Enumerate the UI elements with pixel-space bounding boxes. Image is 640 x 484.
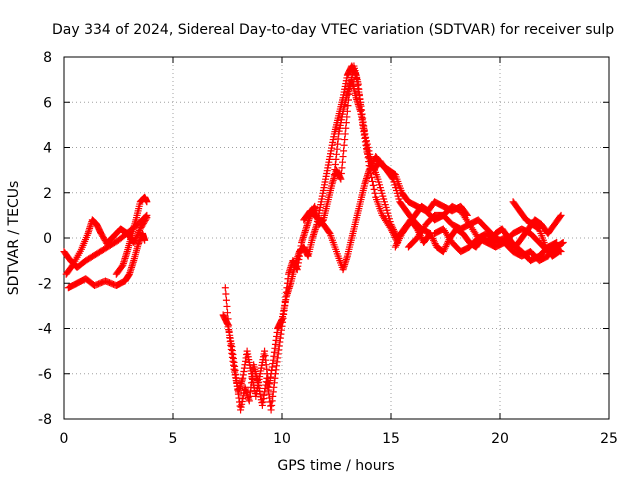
data-point [371,189,379,197]
data-point [325,228,333,236]
data-point [134,230,142,238]
data-point [223,302,231,310]
data-point [441,244,449,252]
data-point [463,211,471,219]
data-point [368,177,376,185]
data-point [555,248,563,256]
data-point [132,233,140,241]
x-tick-label: 0 [60,431,69,447]
x-axis-label: GPS time / hours [277,458,394,474]
data-point [389,226,397,234]
data-point [131,235,139,243]
data-point [131,237,139,245]
data-point [143,214,151,222]
series-arc-6 [221,62,402,400]
data-point [442,242,450,250]
data-point [135,228,143,236]
series-arc-4 [112,193,151,278]
data-point [361,130,369,138]
data-point [430,236,438,244]
data-point [396,233,404,241]
x-tick-label: 20 [491,431,509,447]
series-arc-8 [300,153,567,274]
data-point [130,239,138,247]
data-point [395,236,403,244]
data-point [430,238,438,246]
data-point [439,248,447,256]
data-point [133,232,141,240]
x-tick-label: 5 [169,431,178,447]
data-points [60,62,567,414]
data-point [393,240,401,248]
data-point [388,222,396,230]
data-point [222,296,230,304]
y-tick-label: -2 [38,276,52,292]
y-tick-label: -6 [38,367,52,383]
data-point [369,181,377,189]
data-point [370,185,378,193]
data-point [389,224,397,232]
data-point [391,243,399,251]
series-arc-12 [509,198,563,260]
y-axis-label: SDTVAR / TECUs [6,181,22,296]
y-tick-label: -4 [38,322,52,338]
data-point [143,198,151,206]
data-point [394,238,402,246]
data-point [224,309,231,317]
y-tick-label: 2 [43,186,52,202]
y-tick-label: 8 [43,50,52,66]
x-tick-label: 15 [382,431,400,447]
x-tick-label: 10 [273,431,291,447]
data-point [367,154,375,162]
data-point [362,133,370,141]
data-point [392,241,400,249]
data-point [431,240,439,248]
data-point [440,246,448,254]
y-tick-label: 6 [43,95,52,111]
axis-ticks: 0 5 10 15 20 25 -8 -6 -4 -2 0 2 4 6 8 [38,50,618,447]
series-arc-5 [104,214,151,247]
data-point [141,236,149,244]
data-point [366,150,374,158]
data-point [559,239,567,247]
data-point [429,235,437,243]
data-point [221,284,229,292]
data-point [427,231,435,239]
data-point [443,241,451,249]
data-point [364,144,372,151]
data-point [363,140,371,148]
x-tick-label: 25 [600,431,618,447]
data-point [556,213,564,221]
y-tick-label: -8 [38,412,52,428]
data-point [222,290,230,298]
data-point [462,210,470,218]
data-point [135,227,143,235]
series-arc-11 [431,225,561,265]
data-point [387,220,395,228]
data-point [557,211,565,219]
series-arc-13 [391,198,471,251]
y-tick-label: 0 [43,231,52,247]
data-point [362,137,370,145]
data-point [395,235,403,243]
data-point [142,215,150,223]
y-tick-label: 4 [43,141,52,157]
data-point [553,239,561,247]
data-point [390,227,398,235]
series-arc-3 [64,229,149,292]
data-point [365,147,373,155]
chart-title: Day 334 of 2024, Sidereal Day-to-day VTE… [52,22,614,38]
